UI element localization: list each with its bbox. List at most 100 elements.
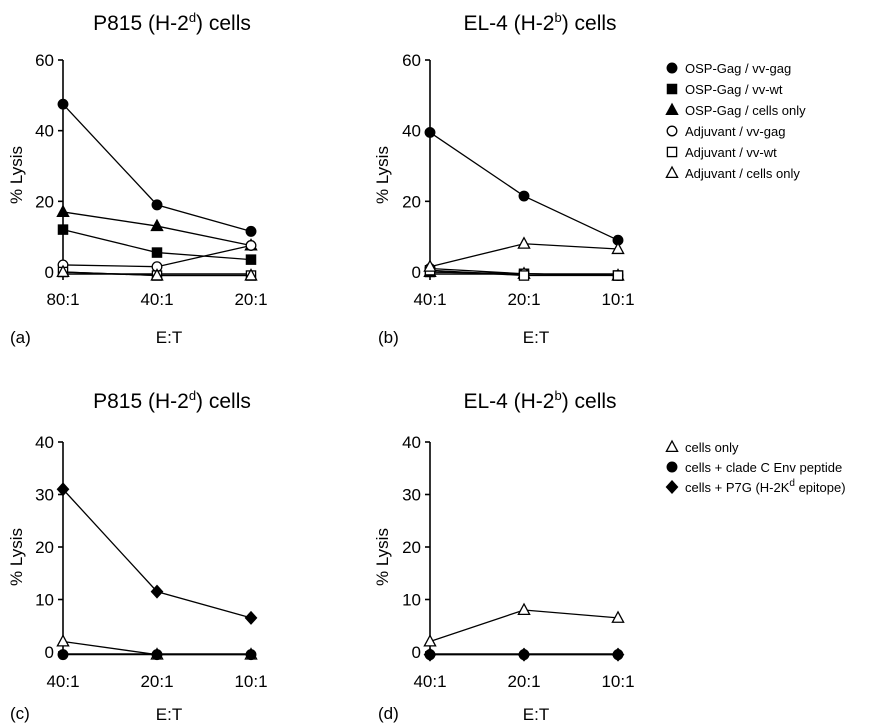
legend-label: Adjuvant / vv-gag bbox=[685, 124, 785, 139]
x-axis-label: E:T bbox=[523, 328, 549, 347]
series-6 bbox=[56, 264, 258, 281]
y-tick-label: 40 bbox=[402, 433, 421, 452]
series-3 bbox=[56, 204, 258, 251]
x-tick-label: 20:1 bbox=[234, 290, 267, 309]
data-point bbox=[518, 190, 530, 202]
legend-label: OSP-Gag / vv-gag bbox=[685, 61, 791, 76]
legend-marker bbox=[666, 62, 678, 74]
legend-item: OSP-Gag / vv-wt bbox=[666, 82, 783, 97]
series-1 bbox=[423, 602, 625, 647]
x-tick-label: 10:1 bbox=[601, 672, 634, 691]
data-point bbox=[150, 218, 164, 232]
legend-marker bbox=[665, 165, 679, 179]
series-line bbox=[62, 103, 252, 232]
y-tick-label: 10 bbox=[402, 591, 421, 610]
y-tick-label: 20 bbox=[402, 192, 421, 211]
data-point bbox=[245, 240, 257, 251]
data-point bbox=[244, 268, 258, 281]
data-point bbox=[611, 647, 625, 662]
data-point bbox=[150, 584, 164, 599]
data-point bbox=[611, 241, 625, 255]
x-axis-label: E:T bbox=[156, 705, 182, 723]
y-tick-label: 0 bbox=[45, 263, 54, 282]
data-point bbox=[245, 649, 257, 661]
series-2 bbox=[57, 649, 257, 661]
y-tick-label: 30 bbox=[35, 486, 54, 505]
legend-item: cells + clade C Env peptide bbox=[666, 460, 842, 475]
legend-marker bbox=[666, 125, 678, 137]
y-tick-label: 0 bbox=[412, 263, 421, 282]
legend-item: cells only bbox=[665, 439, 739, 455]
data-point bbox=[151, 649, 163, 661]
x-axis-label: E:T bbox=[156, 328, 182, 347]
series-2 bbox=[57, 224, 257, 265]
series-6 bbox=[423, 236, 625, 272]
data-point bbox=[244, 610, 258, 625]
chart-panel-4: EL-4 (H-2b) cells 0 10 20 30 40 40:1 20:1 10:1 E:… bbox=[373, 388, 635, 723]
data-point bbox=[423, 647, 437, 662]
series-1 bbox=[424, 126, 624, 246]
chart-panel-1: P815 (H-2d) cells 0 20 40 60 80:1 40:1 20:1 E:T%… bbox=[7, 10, 268, 347]
legend-bottom: cells only cells + clade C Env peptide cel… bbox=[665, 439, 846, 495]
legend-label: Adjuvant / vv-wt bbox=[685, 145, 777, 160]
legend-marker bbox=[665, 439, 679, 453]
legend-label: cells + clade C Env peptide bbox=[685, 460, 842, 475]
x-tick-label: 40:1 bbox=[46, 672, 79, 691]
data-point bbox=[151, 247, 163, 258]
y-tick-label: 0 bbox=[412, 643, 421, 662]
series-line bbox=[429, 131, 619, 241]
x-tick-label: 40:1 bbox=[140, 290, 173, 309]
legend-marker bbox=[666, 461, 678, 473]
chart-panel-2: EL-4 (H-2b) cells 0 20 40 60 40:1 20:1 10:1 E:T%… bbox=[373, 10, 635, 347]
y-tick-label: 20 bbox=[35, 192, 54, 211]
data-point bbox=[423, 259, 437, 272]
data-point bbox=[56, 264, 70, 278]
legend-marker bbox=[666, 146, 678, 158]
y-tick-label: 60 bbox=[35, 51, 54, 70]
data-point bbox=[151, 199, 163, 211]
data-point bbox=[56, 634, 70, 647]
x-axis-label: E:T bbox=[523, 705, 549, 723]
chart-title: P815 (H-2d) cells bbox=[93, 388, 251, 413]
y-tick-label: 30 bbox=[402, 486, 421, 505]
data-point bbox=[56, 204, 70, 217]
y-tick-label: 40 bbox=[35, 122, 54, 141]
data-point bbox=[57, 98, 69, 110]
series-3 bbox=[56, 482, 258, 625]
x-tick-label: 10:1 bbox=[601, 290, 634, 309]
x-tick-label: 10:1 bbox=[234, 672, 267, 691]
legend-label: OSP-Gag / cells only bbox=[685, 103, 806, 118]
y-axis-label: % Lysis bbox=[373, 146, 392, 204]
legend-label: cells only bbox=[685, 440, 739, 455]
panel-label: (d) bbox=[378, 704, 399, 723]
x-tick-label: 40:1 bbox=[413, 672, 446, 691]
y-tick-label: 20 bbox=[402, 538, 421, 557]
legend-marker bbox=[665, 102, 679, 116]
legend-top: OSP-Gag / vv-gag OSP-Gag / vv-wt OSP-Gag /… bbox=[665, 61, 806, 181]
data-point bbox=[424, 126, 436, 138]
legend-label: cells + P7G (H-2Kd epitope) bbox=[685, 478, 846, 495]
legend-item: Adjuvant / cells only bbox=[665, 165, 800, 181]
panel-label: (c) bbox=[10, 704, 30, 723]
chart-title: EL-4 (H-2b) cells bbox=[463, 10, 616, 35]
panel-label: (a) bbox=[10, 328, 31, 347]
legend-label: Adjuvant / cells only bbox=[685, 166, 800, 181]
data-point bbox=[245, 254, 257, 265]
legend-item: Adjuvant / vv-gag bbox=[666, 124, 785, 139]
legend-marker bbox=[665, 480, 679, 494]
y-tick-label: 40 bbox=[35, 433, 54, 452]
chart-title: P815 (H-2d) cells bbox=[93, 10, 251, 35]
y-axis-label: % Lysis bbox=[373, 528, 392, 586]
data-point bbox=[518, 270, 530, 281]
x-tick-label: 80:1 bbox=[46, 290, 79, 309]
series-3 bbox=[423, 647, 625, 662]
y-tick-label: 40 bbox=[402, 122, 421, 141]
data-point bbox=[517, 647, 531, 662]
legend-marker bbox=[666, 83, 678, 95]
data-point bbox=[56, 482, 70, 497]
x-tick-label: 20:1 bbox=[507, 290, 540, 309]
y-tick-label: 20 bbox=[35, 538, 54, 557]
y-tick-label: 10 bbox=[35, 591, 54, 610]
y-axis-label: % Lysis bbox=[7, 528, 26, 586]
